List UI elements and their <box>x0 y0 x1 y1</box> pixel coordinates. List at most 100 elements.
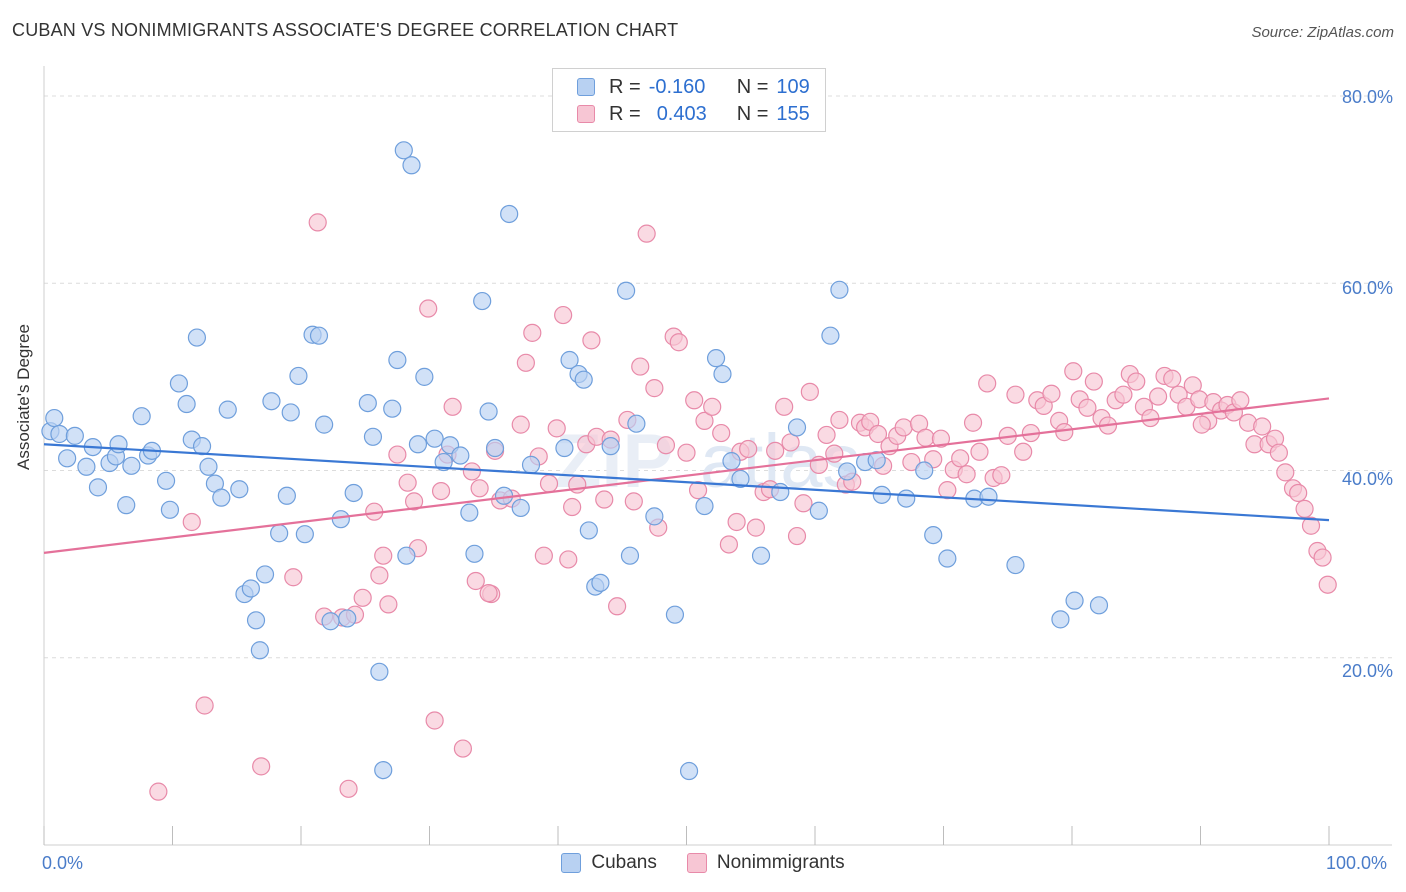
cubans-point <box>321 612 340 631</box>
nonimmigrants-point <box>1318 575 1337 594</box>
cubans-point <box>679 761 699 781</box>
nonimmigrants-point <box>992 466 1011 485</box>
nonimmigrants-point <box>963 413 983 432</box>
cubans-point <box>358 393 377 413</box>
nonimmigrants-point <box>978 374 997 393</box>
cubans-point <box>645 507 664 526</box>
nonimmigrants-point <box>669 333 688 352</box>
cubans-point <box>627 414 646 433</box>
cubans-point <box>706 349 726 368</box>
cubans-point <box>579 521 598 540</box>
nonimmigrants-point <box>1127 372 1146 391</box>
nonimmigrants-point <box>559 550 578 569</box>
nonimmigrants-point <box>677 443 696 462</box>
nonimmigrants-point <box>894 418 913 437</box>
nonimmigrants-point <box>339 779 358 798</box>
cubans-point <box>277 486 296 505</box>
cubans-point <box>388 350 407 370</box>
cubans-point <box>246 611 266 630</box>
nonimmigrants-point <box>608 597 627 616</box>
chart-title: CUBAN VS NONIMMIGRANTS ASSOCIATE'S DEGRE… <box>12 20 679 40</box>
cubans-point <box>620 546 640 565</box>
cubans-point <box>156 471 176 490</box>
legend-r-label: R = <box>609 75 641 98</box>
legend-n-value: 109 <box>776 75 810 98</box>
nonimmigrants-point <box>957 465 976 484</box>
cubans-point <box>363 427 383 446</box>
nonimmigrants-point <box>637 224 656 243</box>
x-tick-label-max: 100.0% <box>1326 853 1388 873</box>
nonimmigrants-swatch <box>577 105 595 123</box>
nonimmigrants-point <box>931 429 951 448</box>
cubans-point <box>177 394 196 414</box>
series-legend: Cubans Nonimmigrants <box>0 852 1406 874</box>
cubans-trend-line <box>43 443 1330 522</box>
nonimmigrants-point <box>516 353 535 372</box>
cubans-point <box>374 760 393 780</box>
legend-label-nonimmigrants: Nonimmigrants <box>716 852 845 873</box>
nonimmigrants-point <box>951 449 970 468</box>
cubans-point <box>88 478 108 497</box>
legend-n-value: 155 <box>776 102 810 125</box>
legend-r-value: 0.403 <box>656 102 707 125</box>
nonimmigrants-point <box>431 481 451 501</box>
legend-item-cubans[interactable]: Cubans <box>561 852 657 874</box>
cubans-point <box>511 498 530 518</box>
cubans-point <box>574 370 593 389</box>
legend-item-nonimmigrants[interactable]: Nonimmigrants <box>686 852 845 874</box>
cubans-point <box>199 457 218 476</box>
nonimmigrants-point <box>252 757 271 776</box>
nonimmigrants-point <box>916 428 935 447</box>
cubans-point <box>241 579 260 598</box>
cubans-point <box>338 609 357 628</box>
cubans-point <box>289 366 308 386</box>
legend-r-value: -0.160 <box>648 75 706 98</box>
nonimmigrants-point <box>1078 398 1097 417</box>
cubans-point <box>617 281 636 300</box>
nonimmigrants-point <box>1042 384 1061 403</box>
cubans-point <box>500 204 519 224</box>
cubans-point <box>132 407 151 426</box>
nonimmigrants-point <box>1253 417 1272 436</box>
nonimmigrants-point <box>563 497 582 517</box>
nonimmigrants-point <box>868 424 888 444</box>
cubans-point <box>560 350 579 370</box>
cubans-point <box>787 418 807 437</box>
cubans-point <box>270 524 289 543</box>
nonimmigrants-point <box>712 423 731 443</box>
nonimmigrants-point <box>470 479 489 498</box>
nonimmigrants-point <box>379 595 398 614</box>
nonimmigrants-point <box>404 492 424 511</box>
cubans-point <box>383 399 402 418</box>
y-axis-label: Associate's Degree <box>14 324 33 470</box>
nonimmigrants-point <box>1276 463 1295 482</box>
y-tick-label: 60.0% <box>1341 278 1393 298</box>
cubans-point <box>370 662 389 681</box>
cubans-point <box>521 455 541 474</box>
cubans-point <box>1089 596 1109 615</box>
cubans-point <box>65 426 84 445</box>
cubans-point <box>58 449 77 468</box>
cubans-point <box>722 452 741 471</box>
nonimmigrants-point <box>462 462 482 481</box>
cubans-point <box>897 489 916 508</box>
nonimmigrants-point <box>284 568 303 587</box>
nonimmigrants-point <box>419 299 438 318</box>
nonimmigrants-point <box>685 391 704 410</box>
legend-label-cubans: Cubans <box>591 852 657 873</box>
nonimmigrants-point <box>1231 391 1250 410</box>
nonimmigrants-point <box>1148 387 1168 406</box>
cubans-point <box>713 364 732 384</box>
cubans-point <box>281 403 300 422</box>
cubans-point <box>394 141 413 160</box>
cubans-point <box>344 483 363 503</box>
nonimmigrants-point <box>182 512 201 532</box>
nonimmigrants-point <box>374 546 393 565</box>
cubans-point <box>109 435 128 454</box>
cubans-point <box>979 487 998 506</box>
nonimmigrants-point <box>466 571 485 591</box>
cubans-point <box>465 544 484 563</box>
trend-lines <box>43 397 1330 554</box>
cubans-point <box>830 280 849 299</box>
nonimmigrants-point <box>388 445 407 464</box>
